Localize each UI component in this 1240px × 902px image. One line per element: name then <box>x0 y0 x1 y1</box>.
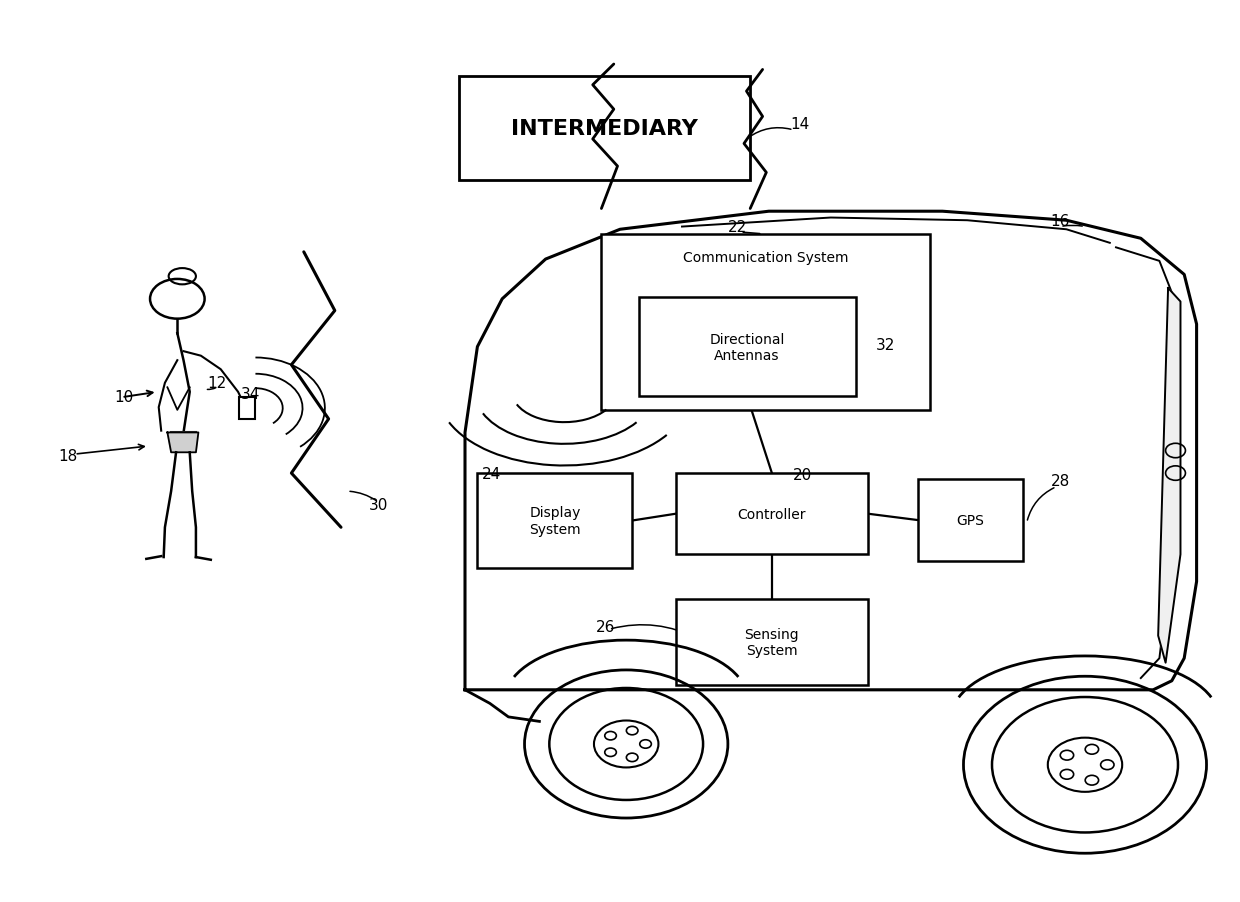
Text: 18: 18 <box>58 448 78 463</box>
Bar <box>459 77 750 180</box>
Text: Communication System: Communication System <box>683 251 848 265</box>
Text: Sensing
System: Sensing System <box>744 628 800 658</box>
Text: Display
System: Display System <box>529 506 580 536</box>
Text: GPS: GPS <box>956 513 985 528</box>
Polygon shape <box>167 433 198 453</box>
Text: 30: 30 <box>368 498 388 512</box>
Bar <box>918 480 1023 561</box>
Text: Controller: Controller <box>738 507 806 521</box>
Text: Directional
Antennas: Directional Antennas <box>709 332 785 363</box>
Polygon shape <box>465 212 1197 690</box>
Text: 22: 22 <box>728 220 748 235</box>
Text: 14: 14 <box>790 117 810 132</box>
Bar <box>676 600 868 686</box>
Bar <box>601 235 930 410</box>
Text: 26: 26 <box>595 620 615 634</box>
Text: 34: 34 <box>241 387 260 401</box>
Text: 10: 10 <box>114 390 134 404</box>
Polygon shape <box>1158 289 1180 663</box>
Text: 28: 28 <box>1050 474 1070 488</box>
Text: 24: 24 <box>481 466 501 481</box>
Text: 16: 16 <box>1050 214 1070 228</box>
Text: 20: 20 <box>792 468 812 483</box>
Bar <box>639 298 856 397</box>
Bar <box>676 474 868 555</box>
Text: INTERMEDIARY: INTERMEDIARY <box>511 118 698 139</box>
Bar <box>477 474 632 568</box>
Text: 12: 12 <box>207 376 227 391</box>
Bar <box>239 398 255 419</box>
Text: 32: 32 <box>875 338 895 353</box>
